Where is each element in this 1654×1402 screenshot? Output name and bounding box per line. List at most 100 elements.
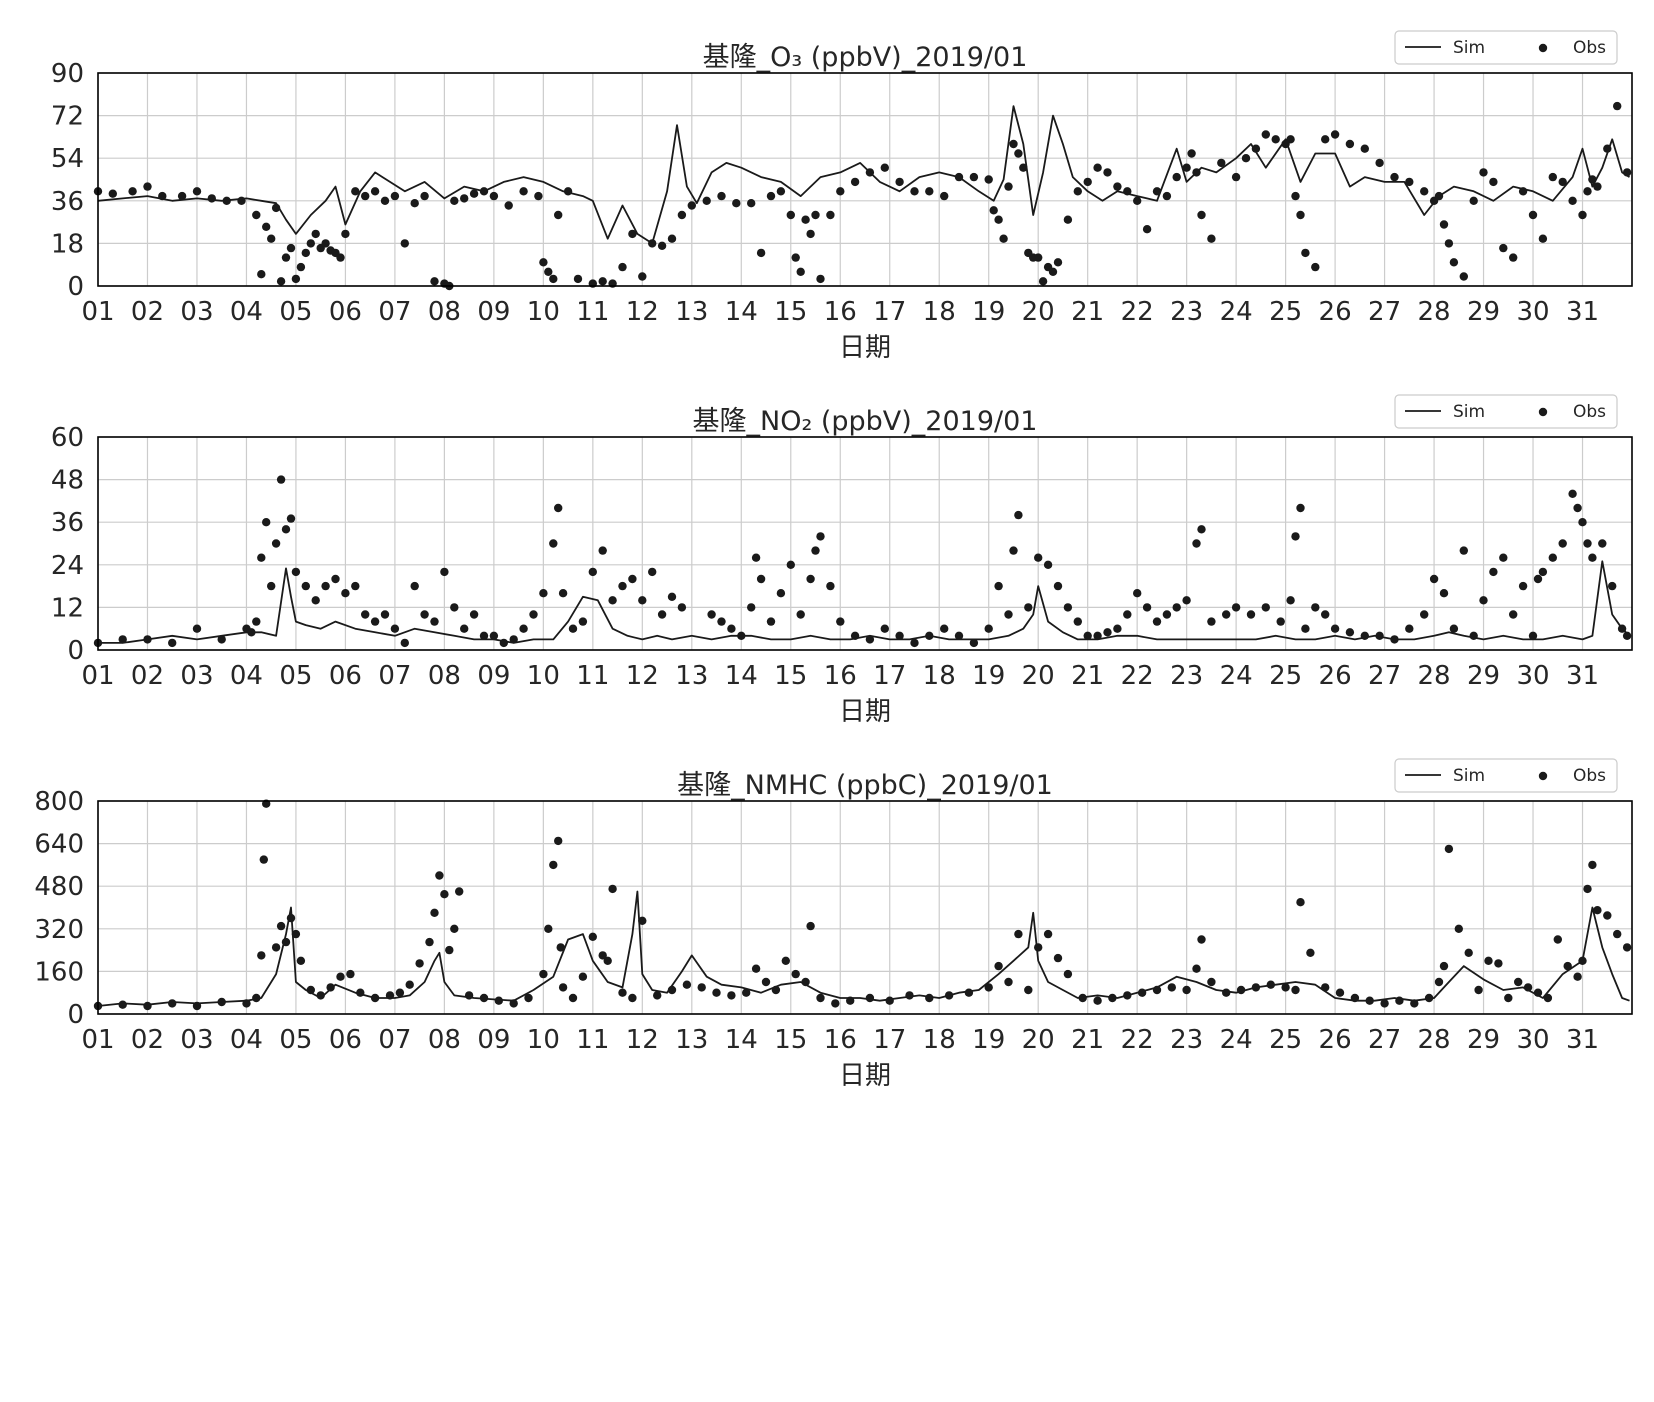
x-tick-label: 20 — [1022, 297, 1055, 327]
y-tick-label: 24 — [51, 551, 84, 581]
x-tick-label: 27 — [1368, 1025, 1401, 1055]
data-point-obs — [1345, 628, 1355, 637]
data-point-obs — [257, 270, 266, 279]
data-point-obs — [1306, 948, 1315, 957]
data-point-obs — [969, 638, 979, 648]
x-tick-label: 14 — [725, 297, 758, 327]
y-tick-label: 72 — [51, 102, 84, 132]
data-point-obs — [464, 991, 474, 1000]
data-point-obs — [707, 610, 716, 619]
data-point-obs — [326, 983, 335, 992]
data-point-obs — [984, 175, 993, 184]
data-point-obs — [1321, 610, 1330, 619]
data-point-obs — [108, 189, 118, 198]
data-point-obs — [247, 628, 256, 637]
data-point-obs — [276, 277, 286, 286]
data-point-obs — [1622, 168, 1632, 177]
data-point-obs — [1588, 175, 1597, 184]
data-point-obs — [1103, 628, 1112, 637]
data-point-obs — [850, 631, 860, 640]
data-point-obs — [549, 860, 558, 870]
data-point-obs — [1439, 589, 1449, 598]
data-point-obs — [529, 610, 538, 619]
data-point-obs — [1365, 996, 1374, 1005]
x-tick-label: 11 — [576, 297, 609, 327]
y-tick-label: 800 — [34, 787, 84, 817]
data-point-obs — [430, 617, 439, 626]
legend-sim-label: Sim — [1453, 766, 1485, 786]
data-point-obs — [1034, 553, 1043, 562]
data-point-obs — [1523, 983, 1533, 992]
legend-obs-label: Obs — [1573, 402, 1606, 422]
x-tick-label: 22 — [1121, 1025, 1154, 1055]
data-point-obs — [1043, 560, 1053, 569]
data-point-obs — [242, 999, 251, 1008]
data-point-obs — [311, 229, 320, 239]
data-point-obs — [1197, 525, 1206, 534]
data-point-obs — [1093, 996, 1102, 1005]
data-point-obs — [460, 624, 469, 633]
series-line-sim — [97, 105, 1630, 245]
x-tick-label: 13 — [675, 661, 708, 691]
data-point-obs — [756, 248, 766, 258]
data-point-obs — [717, 191, 726, 201]
data-point-obs — [1444, 844, 1454, 854]
data-point-obs — [1405, 624, 1414, 633]
data-point-obs — [925, 993, 934, 1003]
legend-obs-swatch — [1538, 771, 1548, 781]
data-point-obs — [1617, 624, 1627, 633]
data-point-obs — [1509, 253, 1518, 262]
data-point-obs — [751, 553, 761, 562]
data-point-obs — [578, 617, 588, 626]
x-tick-label: 13 — [675, 297, 708, 327]
y-tick-label: 480 — [34, 872, 84, 902]
data-point-obs — [1034, 253, 1043, 262]
data-point-obs — [1187, 149, 1196, 158]
x-tick-label: 24 — [1220, 297, 1253, 327]
data-point-obs — [1360, 144, 1370, 153]
data-point-obs — [1043, 929, 1053, 939]
data-point-obs — [1469, 631, 1478, 640]
data-point-obs — [727, 624, 736, 633]
data-point-obs — [712, 988, 721, 997]
data-point-obs — [341, 589, 350, 598]
data-point-obs — [1246, 610, 1256, 619]
panel-nmhc: 01 02 03 04 05 06 07 08 09 10 11 12 13 14 15 16 17 18 19 20… — [34, 758, 1633, 1091]
data-point-obs — [806, 921, 815, 931]
x-tick-label: 19 — [972, 661, 1005, 691]
x-tick-label: 23 — [1170, 661, 1203, 691]
x-tick-label: 20 — [1022, 1025, 1055, 1055]
data-point-obs — [539, 969, 548, 979]
data-point-obs — [271, 943, 281, 952]
x-tick-label: 16 — [824, 661, 857, 691]
data-point-obs — [410, 199, 419, 208]
x-tick-label: 29 — [1467, 661, 1500, 691]
x-tick-label: 10 — [527, 297, 560, 327]
x-tick-label: 06 — [329, 661, 362, 691]
data-point-obs — [1548, 553, 1558, 562]
data-point-obs — [608, 884, 617, 894]
x-tick-label: 24 — [1220, 1025, 1253, 1055]
data-point-obs — [578, 972, 588, 981]
data-point-obs — [1518, 581, 1528, 591]
data-point-obs — [479, 631, 489, 640]
data-point-obs — [1578, 518, 1587, 527]
data-point-obs — [380, 196, 390, 205]
data-point-obs — [331, 574, 340, 584]
y-tick-label: 36 — [51, 508, 84, 538]
data-point-obs — [801, 215, 810, 224]
data-point-obs — [816, 274, 825, 284]
data-point-obs — [336, 972, 345, 981]
data-point-obs — [944, 991, 954, 1000]
data-point-obs — [925, 187, 934, 196]
data-point-obs — [440, 567, 449, 577]
data-point-obs — [667, 592, 677, 601]
data-point-obs — [306, 985, 315, 995]
data-point-obs — [682, 980, 692, 989]
data-point-obs — [1014, 929, 1023, 939]
data-point-obs — [964, 988, 974, 997]
data-point-obs — [1083, 177, 1092, 187]
x-tick-label: 14 — [725, 1025, 758, 1055]
data-point-obs — [286, 514, 296, 523]
legend-box — [1394, 394, 1618, 429]
